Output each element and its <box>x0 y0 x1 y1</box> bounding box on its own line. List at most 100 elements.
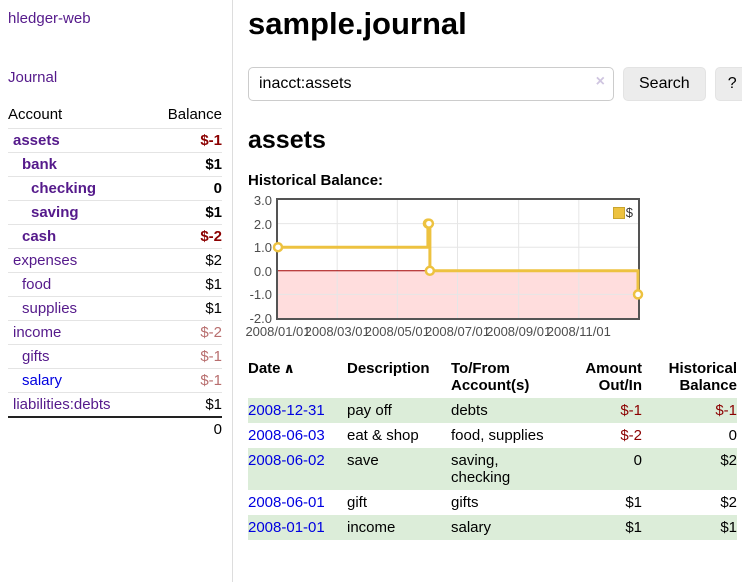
transaction-accounts: debts <box>451 402 488 419</box>
account-balance: $-1 <box>147 344 222 369</box>
accounts-table-body: assets $-1 bank $1 checking 0 saving $1 … <box>8 128 222 417</box>
register-table: Date ∧ Description To/From Account(s) Amo… <box>248 358 737 540</box>
account-link[interactable]: checking <box>31 180 97 197</box>
account-link[interactable]: expenses <box>13 252 78 269</box>
transaction-date-link[interactable]: 2008-06-03 <box>248 427 325 444</box>
brand-link[interactable]: hledger-web <box>8 10 91 27</box>
legend-color-swatch <box>612 206 625 219</box>
accounts-total-balance: 0 <box>147 416 222 441</box>
transaction-date-link[interactable]: 2008-12-31 <box>248 402 325 419</box>
search-button[interactable]: Search <box>623 67 706 101</box>
accounts-table: Account Balance assets $-1 bank $1 check… <box>8 102 222 441</box>
register-header-description: Description <box>347 360 430 377</box>
chart-canvas <box>272 200 644 318</box>
search-bar: × Search ? <box>248 67 742 101</box>
account-balance: $1 <box>147 296 222 321</box>
account-balance: $-1 <box>147 128 222 153</box>
accounts-total-row: 0 <box>8 416 222 441</box>
transaction-date-link[interactable]: 2008-06-01 <box>248 494 325 511</box>
account-link[interactable]: income <box>13 324 62 341</box>
x-axis-tick-label: 2008/09/01 <box>486 324 552 339</box>
journal-link[interactable]: Journal <box>8 69 58 86</box>
transaction-amount: 0 <box>633 452 642 469</box>
register-row: 2008-06-03 eat & shop food, supplies $-2… <box>248 423 737 448</box>
x-axis-tick-label: 2008/05/01 <box>364 324 430 339</box>
y-axis-tick-label: 2.0 <box>253 216 272 232</box>
chart-title: Historical Balance: <box>248 172 384 189</box>
account-balance: $1 <box>147 392 222 417</box>
register-row: 2008-01-01 income salary $1 $1 <box>248 515 737 540</box>
transaction-description: eat & shop <box>347 427 419 444</box>
account-row: supplies $1 <box>8 296 222 321</box>
x-axis-tick-label: 2008/03/01 <box>304 324 370 339</box>
account-link[interactable]: liabilities:debts <box>13 396 111 413</box>
account-row: salary $-1 <box>8 368 222 393</box>
register-row: 2008-06-02 save saving, checking 0 $2 <box>248 448 737 490</box>
account-link[interactable]: supplies <box>22 300 78 317</box>
transaction-date-link[interactable]: 2008-06-02 <box>248 452 325 469</box>
y-axis-tick-label: -1.0 <box>249 287 272 303</box>
chart-plot-area: $ <box>272 198 644 320</box>
register-table-body: 2008-12-31 pay off debts $-1 $-1 2008-06… <box>248 398 737 540</box>
search-input[interactable] <box>248 67 614 101</box>
account-balance: $1 <box>147 272 222 297</box>
account-link[interactable]: assets <box>13 132 60 149</box>
transaction-description: pay off <box>347 402 392 419</box>
account-link[interactable]: saving <box>31 204 79 221</box>
account-title: assets <box>248 126 326 154</box>
transaction-amount: $1 <box>625 494 642 511</box>
account-link[interactable]: bank <box>22 156 58 173</box>
accounts-header-account: Account <box>8 106 63 123</box>
register-row: 2008-12-31 pay off debts $-1 $-1 <box>248 398 737 423</box>
register-header-balance: Historical Balance <box>668 360 737 394</box>
transaction-amount: $-2 <box>620 427 642 444</box>
account-balance: $1 <box>147 152 222 177</box>
help-button[interactable]: ? <box>714 67 742 101</box>
y-axis-tick-label: -2.0 <box>249 311 272 326</box>
page-title: sample.journal <box>248 6 467 41</box>
account-row: income $-2 <box>8 320 222 345</box>
register-row: 2008-06-01 gift gifts $1 $2 <box>248 490 737 515</box>
register-header-account: To/From Account(s) <box>451 360 530 394</box>
account-link[interactable]: gifts <box>22 348 50 365</box>
sidebar: hledger-web Journal Account Balance asse… <box>0 0 233 582</box>
transaction-description: gift <box>347 494 368 511</box>
account-row: checking 0 <box>8 176 222 201</box>
account-row: gifts $-1 <box>8 344 222 369</box>
transaction-balance: $-1 <box>715 402 737 419</box>
transaction-balance: $1 <box>720 519 737 536</box>
clear-search-icon[interactable]: × <box>595 73 605 90</box>
account-row: liabilities:debts $1 <box>8 392 222 417</box>
account-balance: $2 <box>147 248 222 273</box>
x-axis-tick-label: 2008/11/01 <box>546 324 611 339</box>
y-axis-tick-label: 0.0 <box>253 263 272 279</box>
x-axis-tick-label: 2008/07/01 <box>424 324 491 339</box>
search-input-wrap: × <box>248 67 614 101</box>
account-balance: $-2 <box>147 320 222 345</box>
transaction-balance: $2 <box>720 494 737 511</box>
legend-label: $ <box>625 205 633 220</box>
historical-balance-chart: $ 3.0 2.0 1.0 0.0 -1.0 -2.0 2008/01/01 2008/03… <box>245 193 742 341</box>
account-row: cash $-2 <box>8 224 222 249</box>
accounts-header-balance: Balance <box>167 106 222 123</box>
account-row: expenses $2 <box>8 248 222 273</box>
transaction-balance: $2 <box>720 452 737 469</box>
transaction-amount: $-1 <box>620 402 642 419</box>
account-row: assets $-1 <box>8 128 222 153</box>
chart-legend: $ <box>612 205 633 220</box>
account-link[interactable]: salary <box>22 372 63 389</box>
transaction-description: save <box>347 452 379 469</box>
account-balance: 0 <box>147 176 222 201</box>
register-header-date[interactable]: Date ∧ <box>248 358 347 398</box>
account-link[interactable]: food <box>22 276 52 293</box>
account-link[interactable]: cash <box>22 228 57 245</box>
y-axis-tick-label: 3.0 <box>253 193 272 208</box>
register-header-amount: Amount Out/In <box>585 360 642 394</box>
transaction-accounts: food, supplies <box>451 427 544 444</box>
transaction-date-link[interactable]: 2008-01-01 <box>248 519 325 536</box>
account-balance: $1 <box>147 200 222 225</box>
transaction-description: income <box>347 519 396 536</box>
transaction-accounts: gifts <box>451 494 479 511</box>
main-content: sample.journal × Search ? assets Histori… <box>233 0 742 582</box>
